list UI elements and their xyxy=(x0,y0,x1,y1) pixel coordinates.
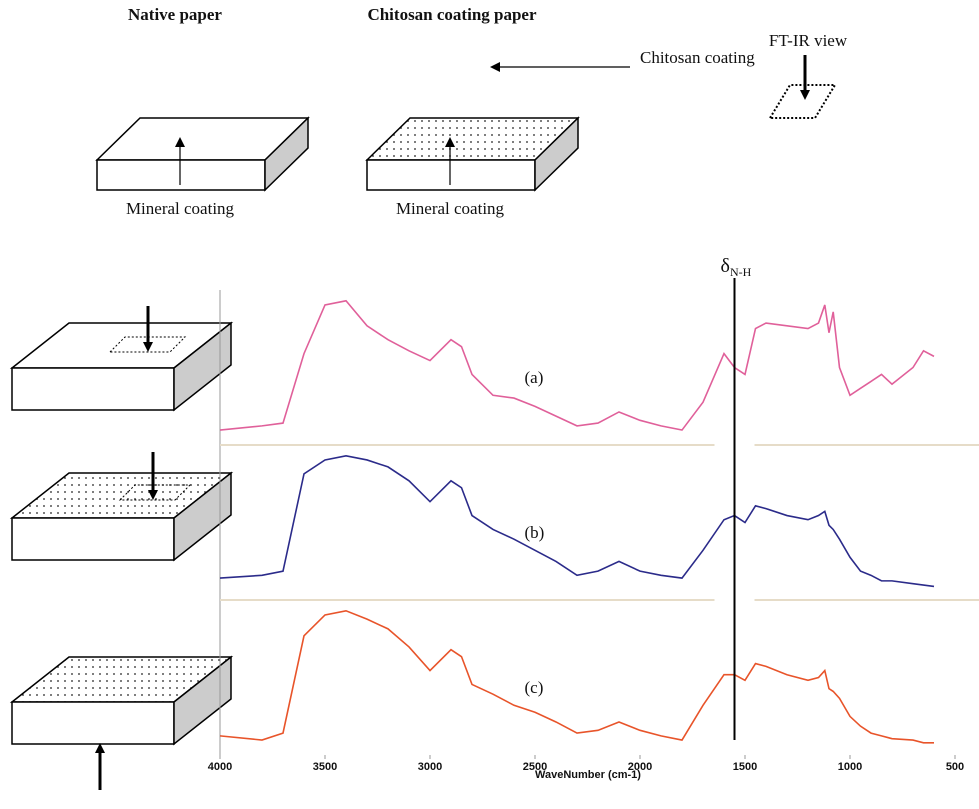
x-tick-label: 1000 xyxy=(838,761,862,773)
mineral-label: Mineral coating xyxy=(396,199,505,218)
x-tick-label: 1500 xyxy=(733,761,757,773)
slab-front xyxy=(97,160,265,190)
x-axis-label: WaveNumber (cm-1) xyxy=(535,769,641,781)
annotation-label: δN-H xyxy=(721,255,752,279)
figure: Native paper Chitosan coating paper Chit… xyxy=(0,0,979,804)
series-label: (c) xyxy=(525,678,544,697)
arrow-head xyxy=(490,62,500,72)
x-tick-label: 2500 xyxy=(523,761,547,773)
slab-front xyxy=(12,518,174,560)
spectrum-line xyxy=(220,456,934,587)
annotation-symbol: δ xyxy=(721,255,730,277)
x-tick-label: 4000 xyxy=(208,761,232,773)
arrow-head xyxy=(800,90,810,100)
chitosan-label-text: Chitosan coating xyxy=(640,48,755,67)
native-title: Native paper xyxy=(128,5,222,24)
view-frame xyxy=(770,85,835,118)
x-tick-label: 2000 xyxy=(628,761,652,773)
x-tick-label: 3000 xyxy=(418,761,442,773)
slab-front xyxy=(12,368,174,410)
series-label: (b) xyxy=(525,523,545,542)
x-tick-label: 500 xyxy=(946,761,964,773)
series-label: (a) xyxy=(525,368,544,387)
x-tick-label: 3500 xyxy=(313,761,337,773)
view-label: FT-IR view xyxy=(769,31,848,50)
spectrum-line xyxy=(220,301,934,430)
slab-front xyxy=(12,702,174,744)
slab-front xyxy=(367,160,535,190)
spectrum-line xyxy=(220,611,934,743)
mineral-label: Mineral coating xyxy=(126,199,235,218)
chitosan-label: Chitosan coating xyxy=(640,48,755,67)
annotation-subscript: N-H xyxy=(730,265,752,279)
chitosan-title: Chitosan coating paper xyxy=(367,5,537,24)
